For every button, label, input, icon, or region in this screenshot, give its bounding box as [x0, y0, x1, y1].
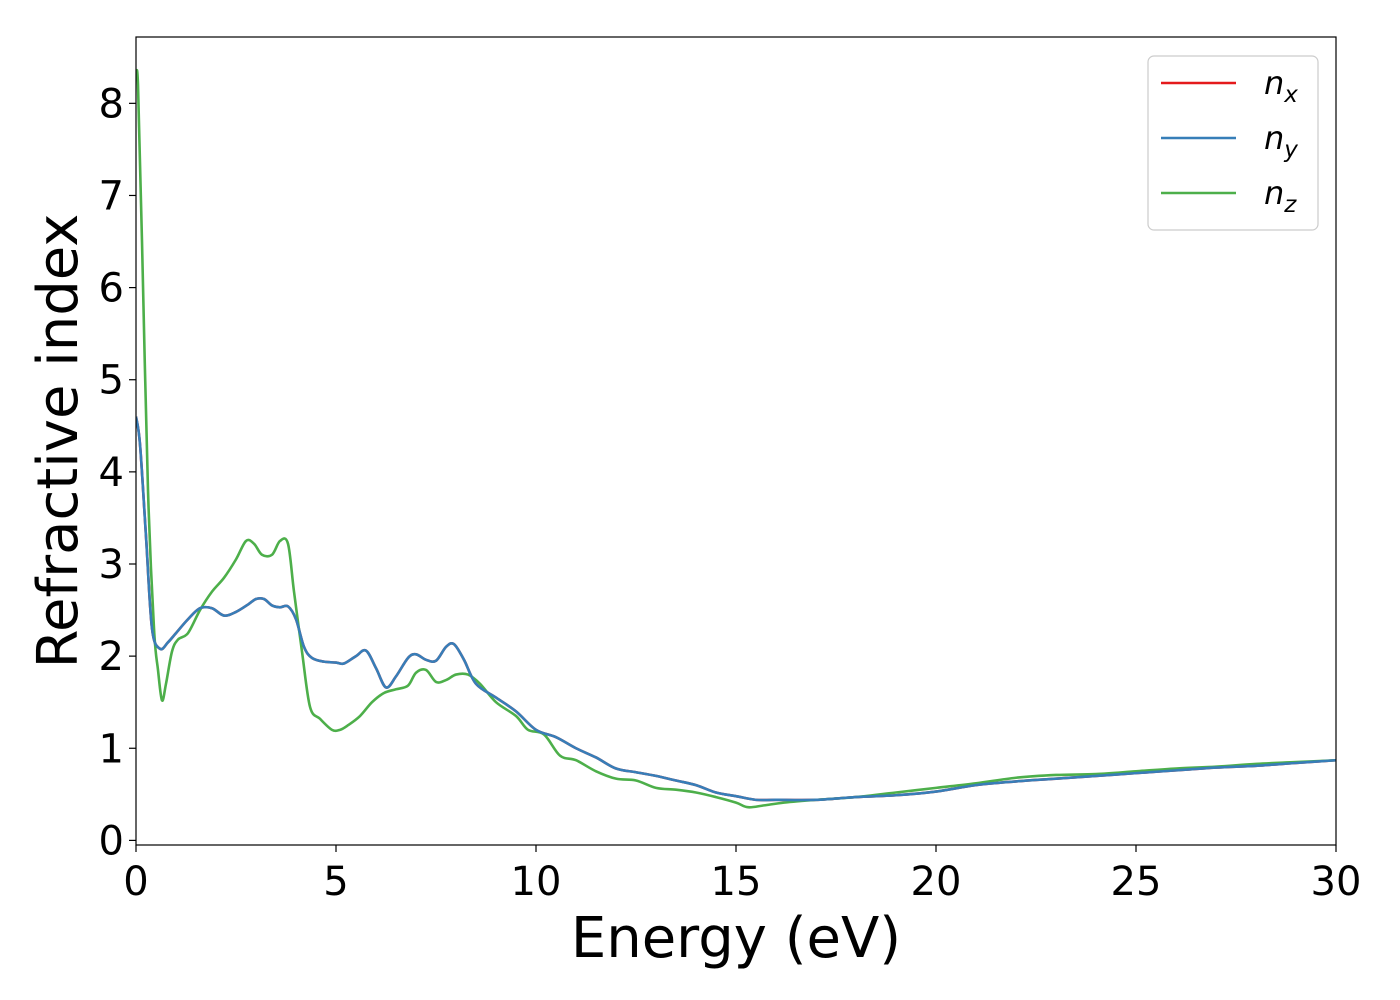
- legend-box: [1147, 55, 1319, 231]
- legend-label-nx: nx: [1264, 64, 1298, 108]
- series-lines: [136, 68, 1336, 809]
- legend-label-nz: nz: [1264, 174, 1297, 218]
- y-axis-ticks: 0 1 2 3 4 5 6 7 8: [99, 81, 136, 864]
- y-tick-label: 0: [99, 818, 124, 864]
- x-tick-label: 15: [711, 859, 762, 905]
- y-axis-label: Refractive index: [26, 214, 91, 669]
- x-tick-label: 10: [511, 859, 562, 905]
- series-line-ny: [136, 416, 1336, 802]
- y-tick-label: 8: [99, 81, 124, 127]
- x-axis-ticks: 0 5 10 15 20 25 30: [123, 845, 1361, 905]
- legend-label-ny: ny: [1264, 119, 1298, 163]
- x-tick-label: 25: [1111, 859, 1162, 905]
- x-tick-label: 30: [1311, 859, 1362, 905]
- legend: nx ny nz: [1147, 55, 1319, 231]
- y-tick-label: 4: [99, 450, 124, 496]
- y-tick-label: 5: [99, 358, 124, 404]
- x-tick-label: 5: [323, 859, 348, 905]
- y-tick-label: 2: [99, 634, 124, 680]
- x-tick-label: 20: [911, 859, 962, 905]
- x-tick-label: 0: [123, 859, 148, 905]
- y-tick-label: 6: [99, 266, 124, 312]
- x-axis-label: Energy (eV): [571, 906, 901, 971]
- y-tick-label: 1: [99, 726, 124, 772]
- y-tick-label: 7: [99, 173, 124, 219]
- series-line-nx: [136, 416, 1336, 802]
- y-tick-label: 3: [99, 542, 124, 588]
